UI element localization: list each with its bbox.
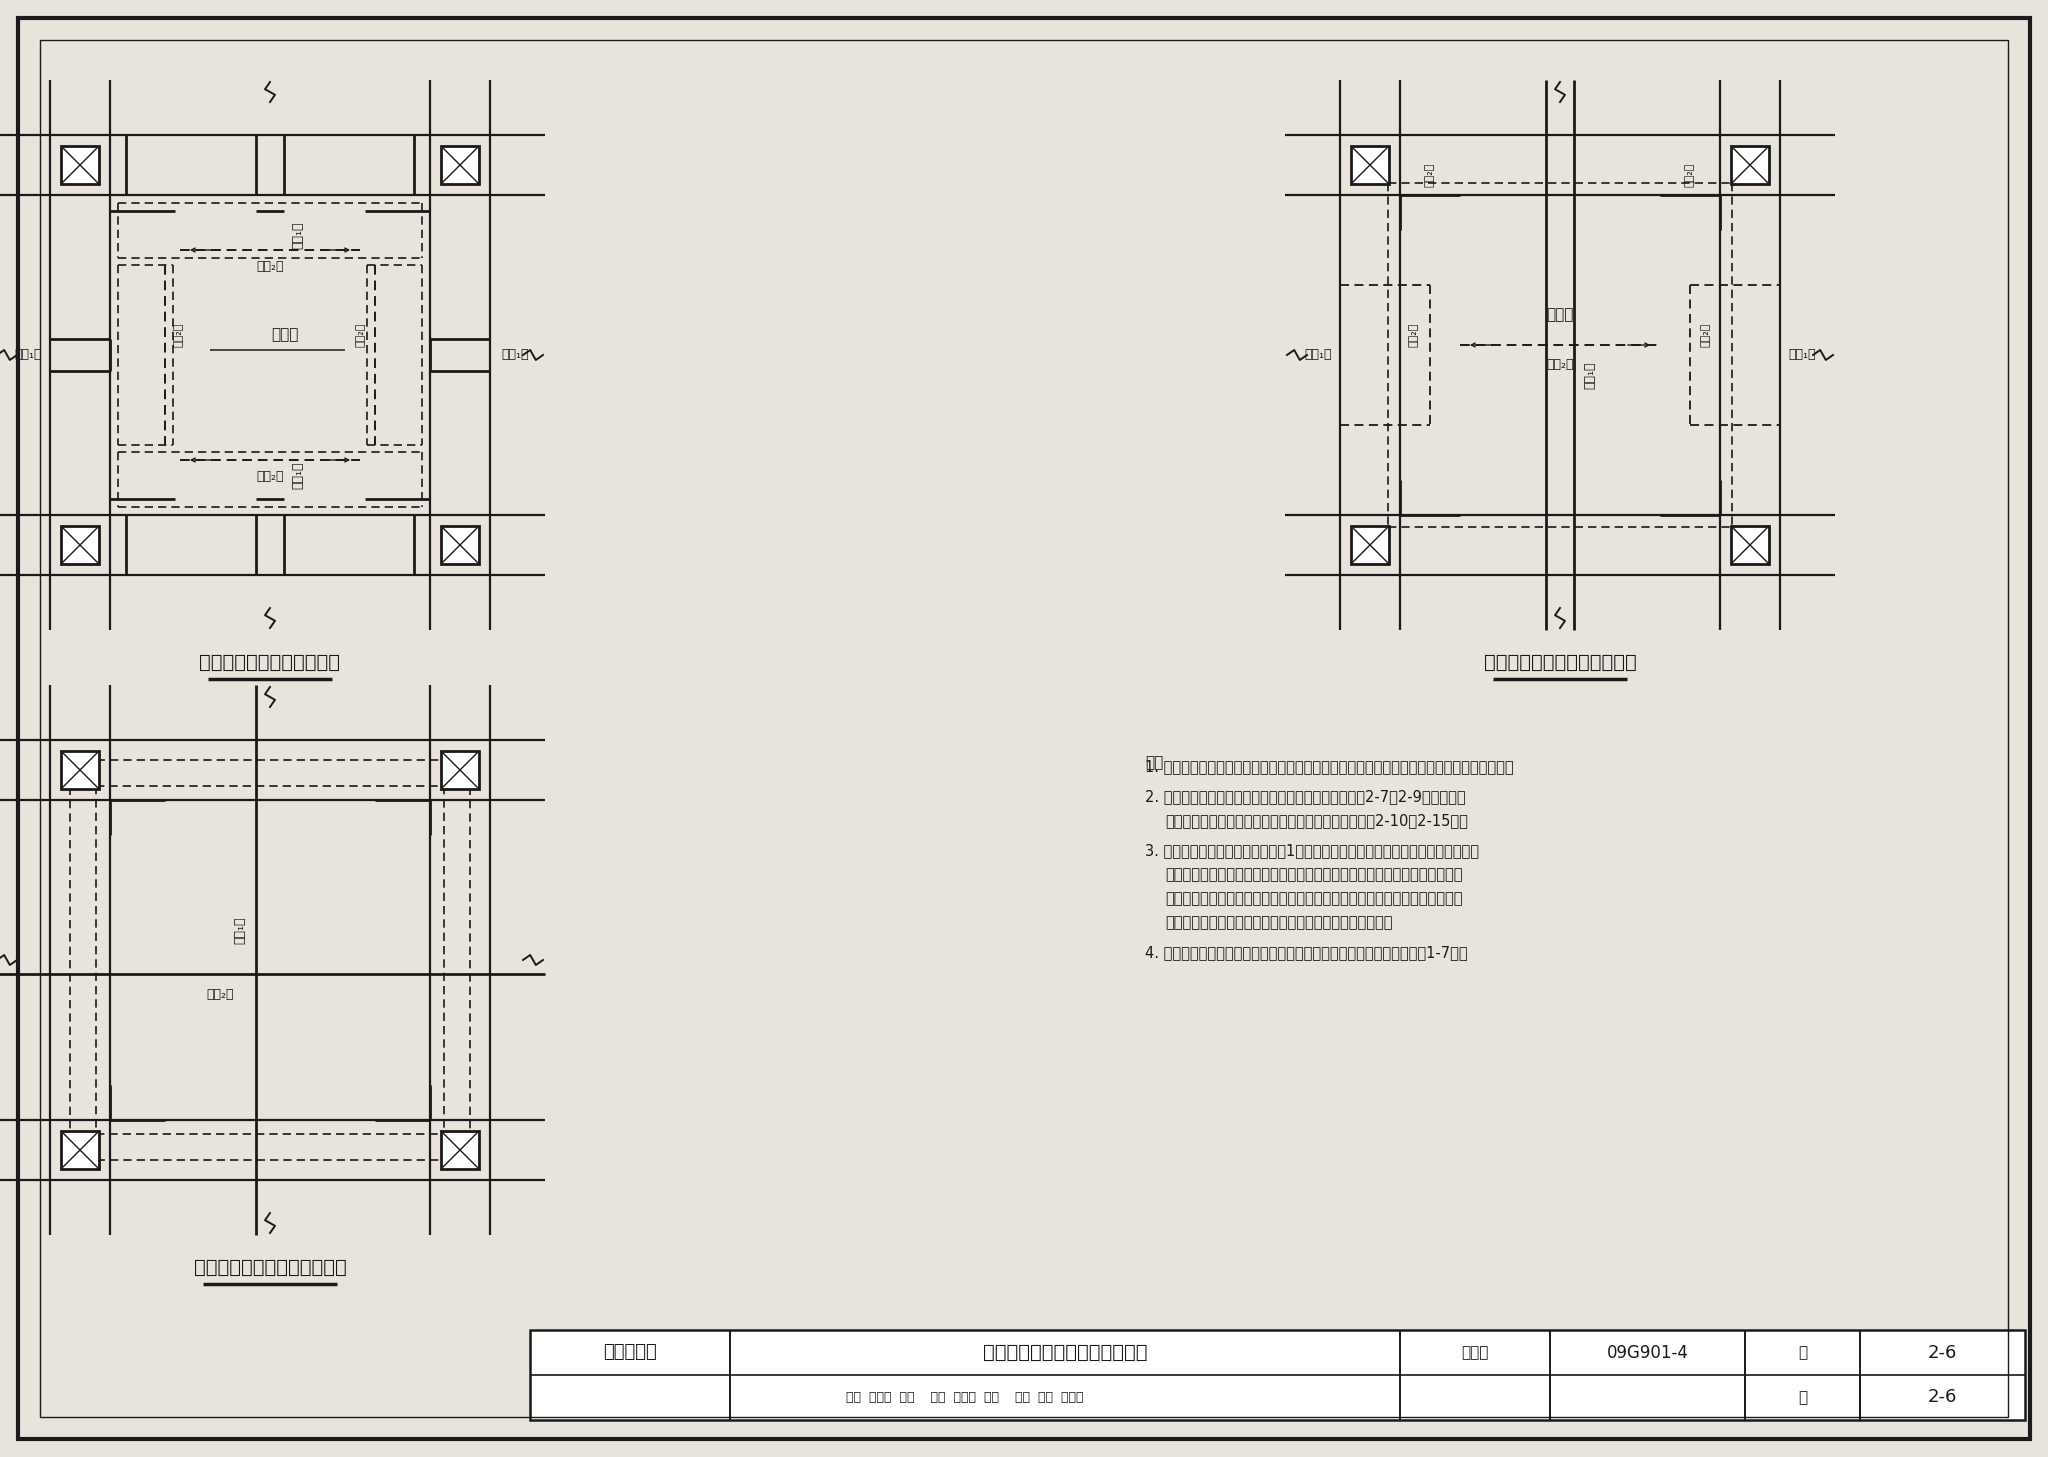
- Text: （上₂）: （上₂）: [1425, 163, 1436, 186]
- Text: 其上下位置关系应按具体设计说明排布；当设计未说明时，交叉钢筋上下排布: 其上下位置关系应按具体设计说明排布；当设计未说明时，交叉钢筋上下排布: [1165, 867, 1462, 881]
- Text: （上₂）: （上₂）: [1702, 323, 1710, 347]
- Text: 排布结果，分布或构造钢筋可排布于受力钢筋之上或之下。: 排布结果，分布或构造钢筋可排布于受力钢筋之上或之下。: [1165, 915, 1393, 930]
- Text: 有柱时，角区柱角位置板上部钢筋排布构造见本图集第2-10～2-15页。: 有柱时，角区柱角位置板上部钢筋排布构造见本图集第2-10～2-15页。: [1165, 813, 1468, 828]
- Text: （上₂）: （上₂）: [256, 259, 285, 272]
- Text: 板上部钢筋非贯通排布构造: 板上部钢筋非贯通排布构造: [199, 653, 340, 672]
- Bar: [61, 750, 98, 790]
- Text: （上₁）: （上₁）: [1788, 348, 1817, 361]
- Bar: [61, 526, 98, 564]
- Text: （上₁）: （上₁）: [14, 348, 41, 361]
- Text: 审核  苒继东  吕佐    校对  张月明  孙明    设计  姚刚  一帅州: 审核 苒继东 吕佐 校对 张月明 孙明 设计 姚刚 一帅州: [846, 1391, 1083, 1405]
- Text: （上₂）: （上₂）: [256, 469, 285, 482]
- Bar: [61, 146, 98, 184]
- Text: （上₁）: （上₁）: [1583, 361, 1597, 389]
- Text: 4. 板上部跨中设置抗温度、收缩钢筋时，其排布构造要求详见本图集第1-7页。: 4. 板上部跨中设置抗温度、收缩钢筋时，其排布构造要求详见本图集第1-7页。: [1145, 946, 1468, 960]
- Text: 页: 页: [1798, 1390, 1806, 1405]
- Bar: [530, 1330, 2025, 1421]
- Bar: [440, 526, 479, 564]
- Text: 楼板、屋面板上部钢筋排布构造: 楼板、屋面板上部钢筋排布构造: [983, 1343, 1147, 1362]
- Text: （上₂）: （上₂）: [174, 323, 184, 347]
- Text: （上₂）: （上₂）: [1409, 323, 1419, 347]
- Text: （上₁）: （上₁）: [1305, 348, 1331, 361]
- Text: 3. 板上部受力钢筋应优先选择在上1层位置排布。当不同方向的板上部钢筋交叉时，: 3. 板上部受力钢筋应优先选择在上1层位置排布。当不同方向的板上部钢筋交叉时，: [1145, 844, 1479, 858]
- Text: （上₁）: （上₁）: [233, 916, 246, 944]
- Text: （上₁）: （上₁）: [502, 348, 528, 361]
- Text: 图集号: 图集号: [1462, 1345, 1489, 1359]
- Text: （上₁）: （上₁）: [291, 221, 305, 249]
- Text: 板上部钢筋双向贯通排布构造: 板上部钢筋双向贯通排布构造: [195, 1257, 346, 1276]
- Text: （上₁）: （上₁）: [291, 462, 305, 488]
- Text: （上₂）: （上₂）: [1686, 163, 1696, 186]
- Text: 板上部钢筋单向贯通排布构造: 板上部钢筋单向贯通排布构造: [1483, 653, 1636, 672]
- Text: 2-6: 2-6: [1927, 1389, 1958, 1406]
- Text: 1. 图中板支座均按梁绘制，当板支座为混凝土剪力墙、砌体墙圈梁时，板上部钢筋排布相同。: 1. 图中板支座均按梁绘制，当板支座为混凝土剪力墙、砌体墙圈梁时，板上部钢筋排布…: [1145, 759, 1513, 774]
- Bar: [61, 1131, 98, 1169]
- Bar: [1352, 146, 1389, 184]
- Text: （上₂）: （上₂）: [356, 323, 367, 347]
- Bar: [440, 1131, 479, 1169]
- Text: 分布筋: 分布筋: [1546, 307, 1573, 322]
- Text: 09G901-4: 09G901-4: [1606, 1343, 1688, 1361]
- Text: 注：: 注：: [1145, 755, 1163, 769]
- Text: 页: 页: [1798, 1345, 1806, 1359]
- Bar: [440, 750, 479, 790]
- Text: 位置应根据本图原则并综合考虑钢筋排布整体方案需要确定。根据受力钢筋的: 位置应根据本图原则并综合考虑钢筋排布整体方案需要确定。根据受力钢筋的: [1165, 892, 1462, 906]
- Bar: [1731, 526, 1769, 564]
- Text: （上₂）: （上₂）: [207, 988, 233, 1001]
- Text: 分布筋: 分布筋: [270, 328, 299, 342]
- Bar: [1731, 146, 1769, 184]
- Text: 普通现浇板: 普通现浇板: [602, 1343, 657, 1361]
- Bar: [440, 146, 479, 184]
- Text: 2-6: 2-6: [1927, 1343, 1958, 1361]
- Bar: [1352, 526, 1389, 564]
- Text: （上₂）: （上₂）: [1546, 358, 1573, 372]
- Text: 2. 板角区无柱时，角区板上部钢筋排布构造见本图集第2-7～2-9页；板角区: 2. 板角区无柱时，角区板上部钢筋排布构造见本图集第2-7～2-9页；板角区: [1145, 790, 1466, 804]
